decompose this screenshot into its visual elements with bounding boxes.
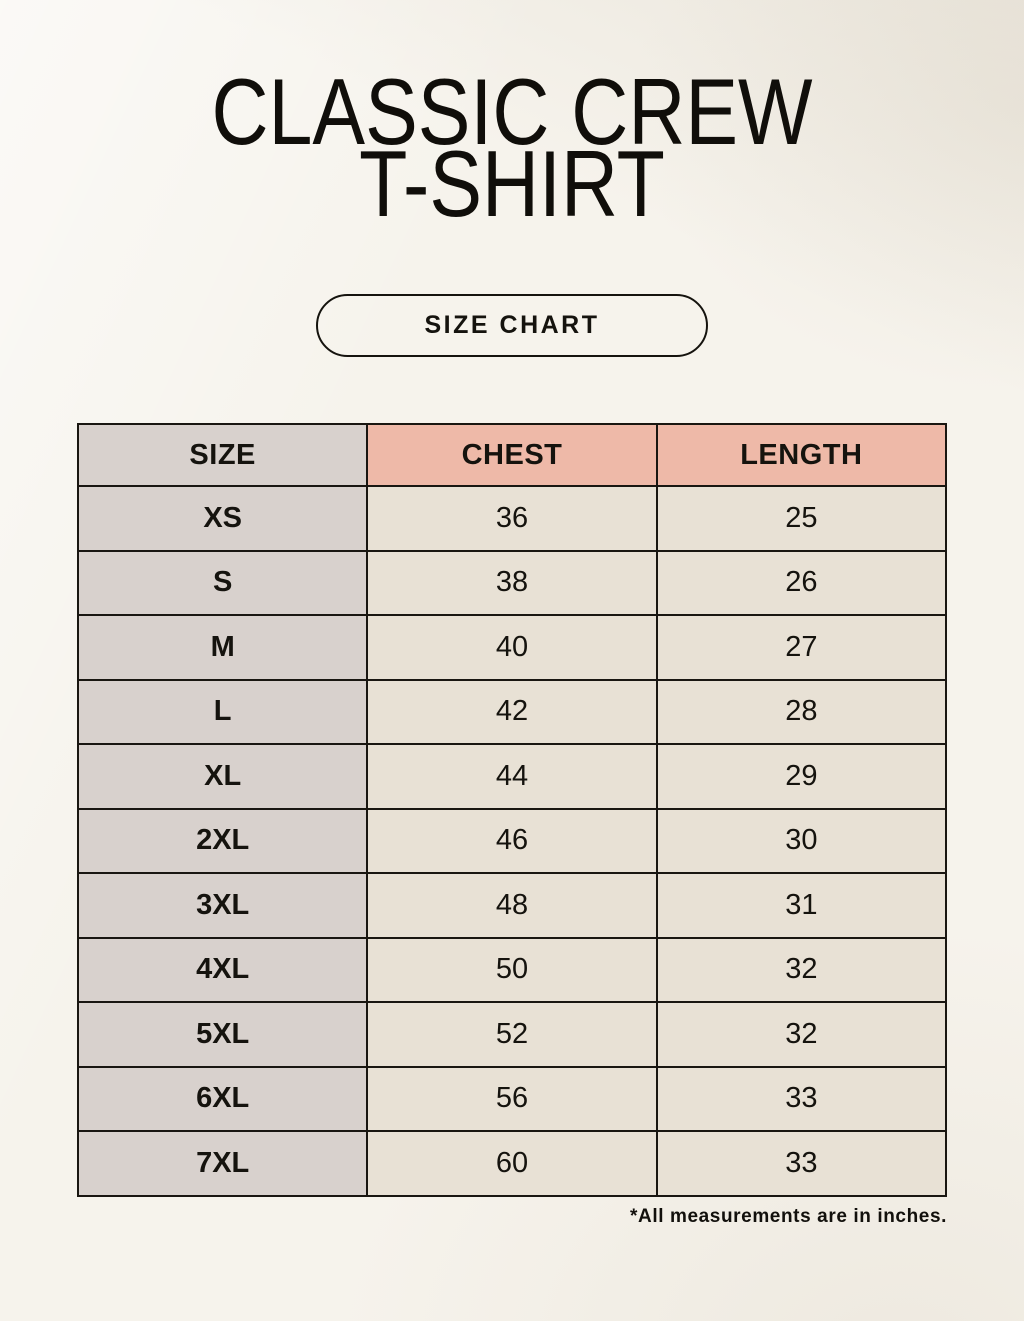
length-cell: 33 [655,1065,948,1132]
size-cell: L [76,678,369,745]
size-cell: 7XL [76,1130,369,1197]
table-row: 3XL 48 31 [76,872,948,939]
size-cell: 5XL [76,1001,369,1068]
column-header-size: SIZE [76,423,369,487]
chest-cell: 46 [366,807,658,874]
size-table: SIZE CHEST LENGTH XS 36 25 S 38 26 M 40 27 L 42 28 XL 4… [76,423,948,1197]
length-cell: 32 [655,1001,948,1068]
length-cell: 31 [655,872,948,939]
size-cell: 2XL [76,807,369,874]
chest-cell: 38 [366,549,658,616]
table-row: XS 36 25 [76,485,948,552]
size-table-header-row: SIZE CHEST LENGTH [76,423,948,487]
length-cell: 29 [655,743,948,810]
chest-cell: 40 [366,614,658,681]
chest-cell: 56 [366,1065,658,1132]
chest-cell: 44 [366,743,658,810]
size-chart-button[interactable]: SIZE CHART [316,294,708,357]
size-cell: 6XL [76,1065,369,1132]
column-header-length: LENGTH [655,423,948,487]
length-cell: 32 [655,936,948,1003]
column-header-chest: CHEST [366,423,658,487]
table-row: M 40 27 [76,614,948,681]
size-table-body: XS 36 25 S 38 26 M 40 27 L 42 28 XL 44 29 2XL 46 30 3XL 48 3… [76,485,948,1197]
table-row: 5XL 52 32 [76,1001,948,1068]
size-cell: 3XL [76,872,369,939]
size-cell: 4XL [76,936,369,1003]
page-title: CLASSIC CREW T-SHIRT [82,59,942,236]
table-row: 4XL 50 32 [76,936,948,1003]
size-cell: M [76,614,369,681]
chest-cell: 52 [366,1001,658,1068]
chest-cell: 60 [366,1130,658,1197]
table-row: 6XL 56 33 [76,1065,948,1132]
size-cell: S [76,549,369,616]
chest-cell: 42 [366,678,658,745]
table-row: XL 44 29 [76,743,948,810]
measurements-footnote: *All measurements are in inches. [630,1205,947,1227]
table-row: L 42 28 [76,678,948,745]
size-cell: XS [76,485,369,552]
page-title-line-2: T-SHIRT [359,131,665,236]
length-cell: 33 [655,1130,948,1197]
page-title-line-1: CLASSIC CREW [211,59,813,164]
length-cell: 28 [655,678,948,745]
chest-cell: 48 [366,872,658,939]
table-row: 2XL 46 30 [76,807,948,874]
length-cell: 30 [655,807,948,874]
chest-cell: 50 [366,936,658,1003]
chest-cell: 36 [366,485,658,552]
size-chart-button-label: SIZE CHART [424,311,600,339]
length-cell: 25 [655,485,948,552]
length-cell: 26 [655,549,948,616]
table-row: S 38 26 [76,549,948,616]
size-cell: XL [76,743,369,810]
length-cell: 27 [655,614,948,681]
table-row: 7XL 60 33 [76,1130,948,1197]
